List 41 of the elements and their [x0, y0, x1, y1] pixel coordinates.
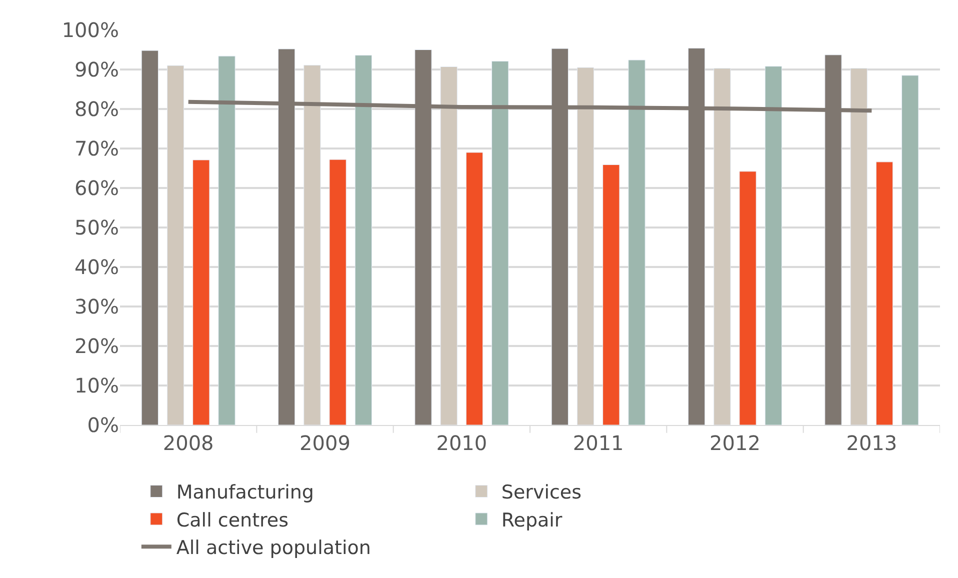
- legend-label: Manufacturing: [176, 482, 314, 504]
- bar: [876, 162, 894, 425]
- legend-label: Repair: [501, 509, 562, 532]
- y-tick-label: 60%: [74, 176, 119, 200]
- bar: [166, 65, 184, 425]
- y-tick-label: 70%: [74, 136, 119, 160]
- bar: [602, 164, 620, 425]
- legend-label: All active population: [176, 537, 371, 560]
- y-tick-label: 30%: [74, 294, 119, 318]
- bar: [192, 160, 210, 425]
- y-tick-label: 80%: [74, 97, 119, 121]
- legend-label: Call centres: [176, 509, 289, 532]
- bar: [329, 159, 346, 425]
- bar: [141, 50, 158, 425]
- x-tick-label: 2008: [162, 431, 214, 455]
- bar: [218, 56, 236, 425]
- y-tick-label: 40%: [74, 255, 119, 279]
- y-tick-label: 0%: [87, 413, 119, 437]
- legend-label: Services: [501, 482, 582, 504]
- x-tick-label: 2011: [572, 431, 624, 455]
- x-tick-label: 2010: [436, 431, 488, 455]
- bar: [739, 171, 756, 425]
- bar: [628, 60, 646, 425]
- bar: [304, 64, 321, 425]
- x-tick-label: 2009: [300, 431, 350, 455]
- x-tick-label: 2012: [710, 431, 760, 455]
- bar: [492, 60, 509, 425]
- bar: [354, 55, 372, 425]
- bar: [466, 152, 484, 425]
- bar: [764, 66, 782, 425]
- bar: [714, 68, 731, 425]
- bar: [576, 67, 594, 425]
- y-tick-label: 100%: [62, 18, 119, 42]
- x-tick-label: 2013: [846, 431, 898, 455]
- bar: [440, 66, 458, 425]
- bar: [902, 75, 919, 425]
- bar: [850, 68, 868, 425]
- y-tick-label: 90%: [74, 58, 119, 82]
- y-tick-label: 10%: [74, 374, 119, 398]
- y-tick-label: 50%: [74, 216, 119, 240]
- y-tick-label: 20%: [74, 334, 119, 358]
